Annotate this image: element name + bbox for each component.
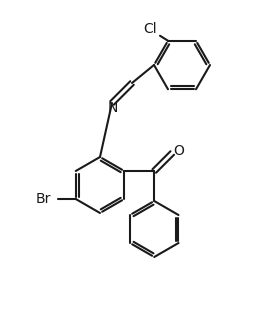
Text: Br: Br bbox=[36, 192, 51, 206]
Text: O: O bbox=[173, 144, 184, 158]
Text: Cl: Cl bbox=[143, 22, 157, 36]
Text: N: N bbox=[108, 101, 118, 115]
